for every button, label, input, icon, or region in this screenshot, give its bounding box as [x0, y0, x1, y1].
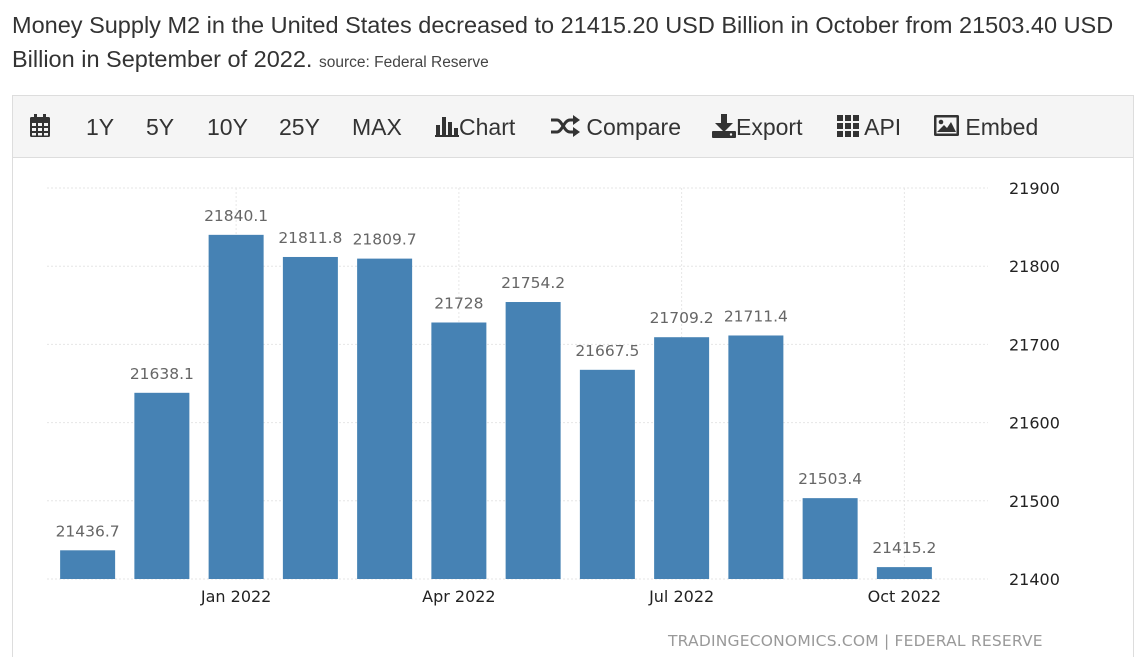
bar-value-label: 21711.4 — [724, 307, 788, 325]
embed-button-label: Embed — [965, 114, 1039, 140]
x-axis: Jan 2022 Apr 2022 Jul 2022 Oct 2022 — [200, 587, 941, 606]
y-tick-label: 21500 — [1009, 492, 1060, 511]
bar-dec-2021[interactable] — [134, 392, 190, 579]
bar-mar-2022[interactable] — [357, 258, 413, 579]
compare-button[interactable]: Compare — [550, 96, 681, 159]
chart-credit: TRADINGECONOMICS.COM | FEDERAL RESERVE — [668, 632, 1043, 650]
range-1y-button[interactable]: 1Y — [86, 114, 115, 140]
export-button-label: Export — [736, 114, 803, 140]
bar-feb-2022[interactable] — [282, 256, 338, 579]
x-tick-label: Jan 2022 — [200, 587, 271, 606]
chart-button-label: Chart — [459, 114, 516, 140]
y-axis: 21400 21500 21600 21700 21800 21900 — [1009, 179, 1060, 589]
range-5y-button[interactable]: 5Y — [146, 114, 175, 140]
bar-value-label: 21809.7 — [353, 231, 417, 249]
bar-sep-2022[interactable] — [802, 498, 858, 579]
bar-value-label: 21754.2 — [501, 274, 565, 292]
range-25y-button[interactable]: 25Y — [279, 114, 320, 140]
bar-apr-2022[interactable] — [431, 322, 487, 579]
chart-button[interactable]: Chart — [435, 96, 515, 159]
grid-icon — [837, 114, 859, 137]
compare-button-label: Compare — [586, 114, 681, 140]
bar-jun-2022[interactable] — [579, 369, 635, 579]
bar-value-label: 21638.1 — [130, 365, 194, 383]
bar-jan-2022[interactable] — [208, 234, 264, 579]
y-tick-label: 21600 — [1009, 414, 1060, 433]
export-button[interactable]: Export — [712, 96, 802, 159]
headline: Money Supply M2 in the United States dec… — [12, 8, 1142, 80]
bar-value-label: 21728 — [434, 295, 483, 313]
calendar-icon — [30, 113, 50, 137]
y-tick-label: 21900 — [1009, 179, 1060, 198]
x-tick-label: Jul 2022 — [648, 587, 714, 606]
bar-oct-2022[interactable] — [876, 567, 932, 579]
bar-value-label: 21415.2 — [872, 539, 936, 557]
range-10y-button[interactable]: 10Y — [207, 114, 248, 140]
bar-value-label: 21436.7 — [56, 522, 120, 540]
download-icon — [712, 113, 736, 138]
shuffle-icon — [551, 114, 580, 137]
value-label-layer: 21436.7 21638.1 21840.1 21811.8 21809.7 21728… — [56, 207, 937, 557]
embed-button[interactable]: Embed — [934, 96, 1038, 159]
api-button[interactable]: API — [837, 96, 901, 159]
bar-chart-icon — [435, 116, 459, 137]
x-tick-label: Apr 2022 — [422, 587, 495, 606]
bar-value-label: 21667.5 — [575, 342, 639, 360]
bar-layer — [60, 234, 932, 579]
headline-text: Money Supply M2 in the United States dec… — [12, 12, 1114, 72]
range-max-button[interactable]: MAX — [352, 114, 402, 140]
bar-value-label: 21709.2 — [650, 309, 714, 327]
bar-aug-2022[interactable] — [728, 335, 784, 579]
bar-nov-2021[interactable] — [60, 550, 116, 579]
image-icon — [934, 115, 959, 137]
chart-area: 21436.7 21638.1 21840.1 21811.8 21809.7 21728… — [12, 158, 1134, 657]
bar-chart: 21436.7 21638.1 21840.1 21811.8 21809.7 21728… — [47, 179, 1060, 606]
y-tick-label: 21700 — [1009, 335, 1060, 354]
bar-may-2022[interactable] — [505, 302, 561, 579]
bar-value-label: 21840.1 — [204, 207, 268, 225]
bar-jul-2022[interactable] — [654, 337, 710, 579]
y-tick-label: 21400 — [1009, 570, 1060, 589]
bar-value-label: 21811.8 — [278, 229, 342, 247]
y-tick-label: 21800 — [1009, 257, 1060, 276]
bar-value-label: 21503.4 — [798, 470, 862, 488]
chart-toolbar: 1Y 5Y 10Y 25Y MAX Chart Compare Export — [12, 95, 1134, 158]
x-tick-label: Oct 2022 — [868, 587, 941, 606]
headline-source: source: Federal Reserve — [319, 54, 489, 71]
calendar-button[interactable] — [29, 96, 51, 159]
api-button-label: API — [864, 114, 902, 140]
